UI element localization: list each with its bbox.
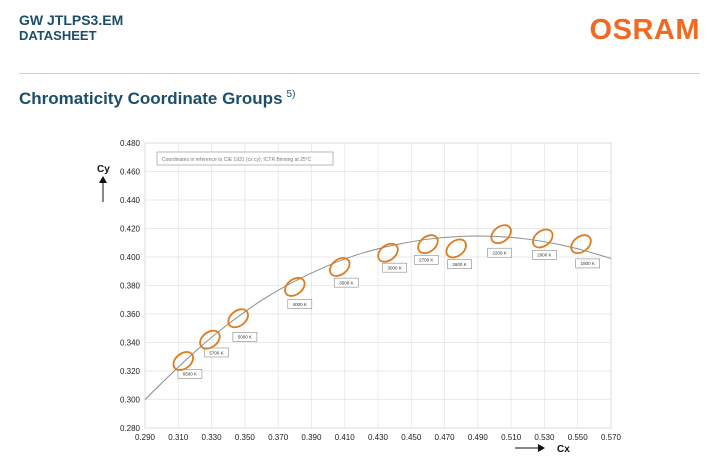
x-axis-label: Cx [557, 444, 570, 455]
y-tick-label: 0.340 [120, 339, 141, 348]
group-ellipse-shape [199, 329, 221, 350]
x-tick-label: 0.370 [268, 433, 289, 442]
x-tick-label: 0.330 [202, 433, 223, 442]
x-tick-label: 0.450 [401, 433, 422, 442]
x-tick-label: 0.470 [435, 433, 456, 442]
annotation-frame [156, 151, 334, 166]
cct-label-frame [447, 259, 472, 269]
cct-label-frame [487, 247, 512, 258]
header-divider [19, 73, 700, 74]
group-ellipse-shape [532, 228, 554, 249]
cct-label-text: 3000 K [388, 265, 402, 270]
cct-label-frame [204, 347, 229, 358]
cct-label: 2600 K [447, 259, 472, 269]
group-ellipse-shape [490, 224, 512, 245]
cct-label-frame [575, 258, 601, 269]
chromaticity-group-ellipse [570, 234, 592, 255]
x-tick-label: 0.390 [301, 433, 322, 442]
chromaticity-group-ellipse [199, 329, 221, 350]
y-tick-label: 0.460 [120, 168, 141, 177]
x-axis-arrow-head [538, 444, 545, 452]
section-title-text: Chromaticity Coordinate Groups [19, 89, 283, 108]
x-tick-label: 0.570 [601, 433, 622, 442]
y-tick-label: 0.400 [120, 253, 141, 262]
x-tick-label: 0.430 [368, 433, 389, 442]
cct-label-frame [287, 299, 313, 309]
cct-label: 4000 K [287, 299, 313, 309]
cct-label: 6500 K [177, 369, 203, 379]
chromaticity-group-ellipse [445, 238, 467, 259]
chromaticity-group-ellipse [284, 277, 306, 297]
cct-label-text: 5000 K [238, 335, 252, 340]
cct-label: 2200 K [487, 247, 512, 258]
x-tick-label: 0.310 [168, 433, 189, 442]
cct-label-text: 1800 K [581, 261, 595, 266]
y-tick-label: 0.300 [120, 396, 141, 405]
cct-label: 5700 K [204, 347, 229, 358]
chromaticity-group-ellipse [329, 257, 351, 277]
cct-label-text: 2600 K [452, 262, 466, 267]
cct-label-text: 2000 K [537, 253, 551, 258]
chromaticity-group-ellipse [172, 351, 194, 371]
cct-label-text: 2200 K [492, 251, 506, 256]
section-footnote: 5) [286, 89, 296, 101]
chromaticity-group-ellipse [532, 228, 554, 249]
group-ellipse-shape [284, 277, 306, 297]
x-tick-label: 0.410 [335, 433, 356, 442]
cct-label-text: 2700 K [419, 258, 433, 263]
x-tick-label: 0.290 [135, 433, 156, 442]
x-tick-label: 0.490 [468, 433, 489, 442]
x-tick-label: 0.510 [501, 433, 522, 442]
y-tick-label: 0.420 [120, 225, 141, 234]
cct-label: 5000 K [232, 331, 258, 342]
x-tick-label: 0.350 [235, 433, 256, 442]
planckian-locus-curve [144, 235, 612, 400]
group-ellipse-shape [172, 351, 194, 371]
y-tick-label: 0.480 [120, 139, 141, 148]
y-axis-arrow-head [99, 176, 107, 183]
cct-label: 3000 K [382, 262, 407, 273]
cct-label-frame [382, 262, 407, 273]
group-ellipse-shape [570, 234, 592, 255]
y-tick-label: 0.320 [120, 367, 141, 376]
chromaticity-group-ellipse [377, 242, 399, 263]
chromaticity-group-ellipse [490, 224, 512, 245]
cct-label: 2700 K [413, 255, 439, 265]
chromaticity-group-ellipse [417, 234, 439, 255]
y-tick-label: 0.280 [120, 424, 141, 433]
cct-label-text: 3500 K [339, 280, 353, 285]
document-subtitle: DATASHEET [19, 28, 97, 43]
x-tick-label: 0.530 [534, 433, 555, 442]
cct-label: 3500 K [334, 277, 359, 288]
cct-label: 1800 K [575, 258, 601, 269]
cct-label-text: 4000 K [293, 302, 307, 307]
cct-label-text: 5700 K [209, 350, 223, 355]
group-ellipse-shape [445, 238, 467, 259]
group-ellipse-shape [377, 242, 399, 263]
cct-label-frame [177, 369, 203, 379]
cct-label-frame [532, 250, 557, 260]
cct-label-frame [232, 331, 258, 342]
cct-label: 2000 K [532, 250, 557, 260]
y-axis-label: Cy [97, 164, 110, 175]
cct-label-text: 6500 K [183, 372, 197, 377]
y-tick-label: 0.380 [120, 282, 141, 291]
group-ellipse-shape [227, 308, 249, 329]
y-tick-label: 0.440 [120, 196, 141, 205]
annotation-text: Coordinates in reference to CIE 1931 (cx… [162, 157, 312, 163]
annotation-box: Coordinates in reference to CIE 1931 (cx… [156, 151, 334, 166]
x-tick-label: 0.550 [568, 433, 589, 442]
y-tick-label: 0.360 [120, 310, 141, 319]
group-ellipse-shape [329, 257, 351, 277]
section-title: Chromaticity Coordinate Groups 5) [19, 89, 295, 109]
document-title: GW JTLPS3.EM [19, 12, 124, 28]
chromaticity-group-ellipse [227, 308, 249, 329]
cct-label-frame [413, 255, 439, 265]
brand-logo: OSRAM [589, 14, 700, 46]
group-ellipse-shape [417, 234, 439, 255]
cct-label-frame [334, 277, 359, 288]
